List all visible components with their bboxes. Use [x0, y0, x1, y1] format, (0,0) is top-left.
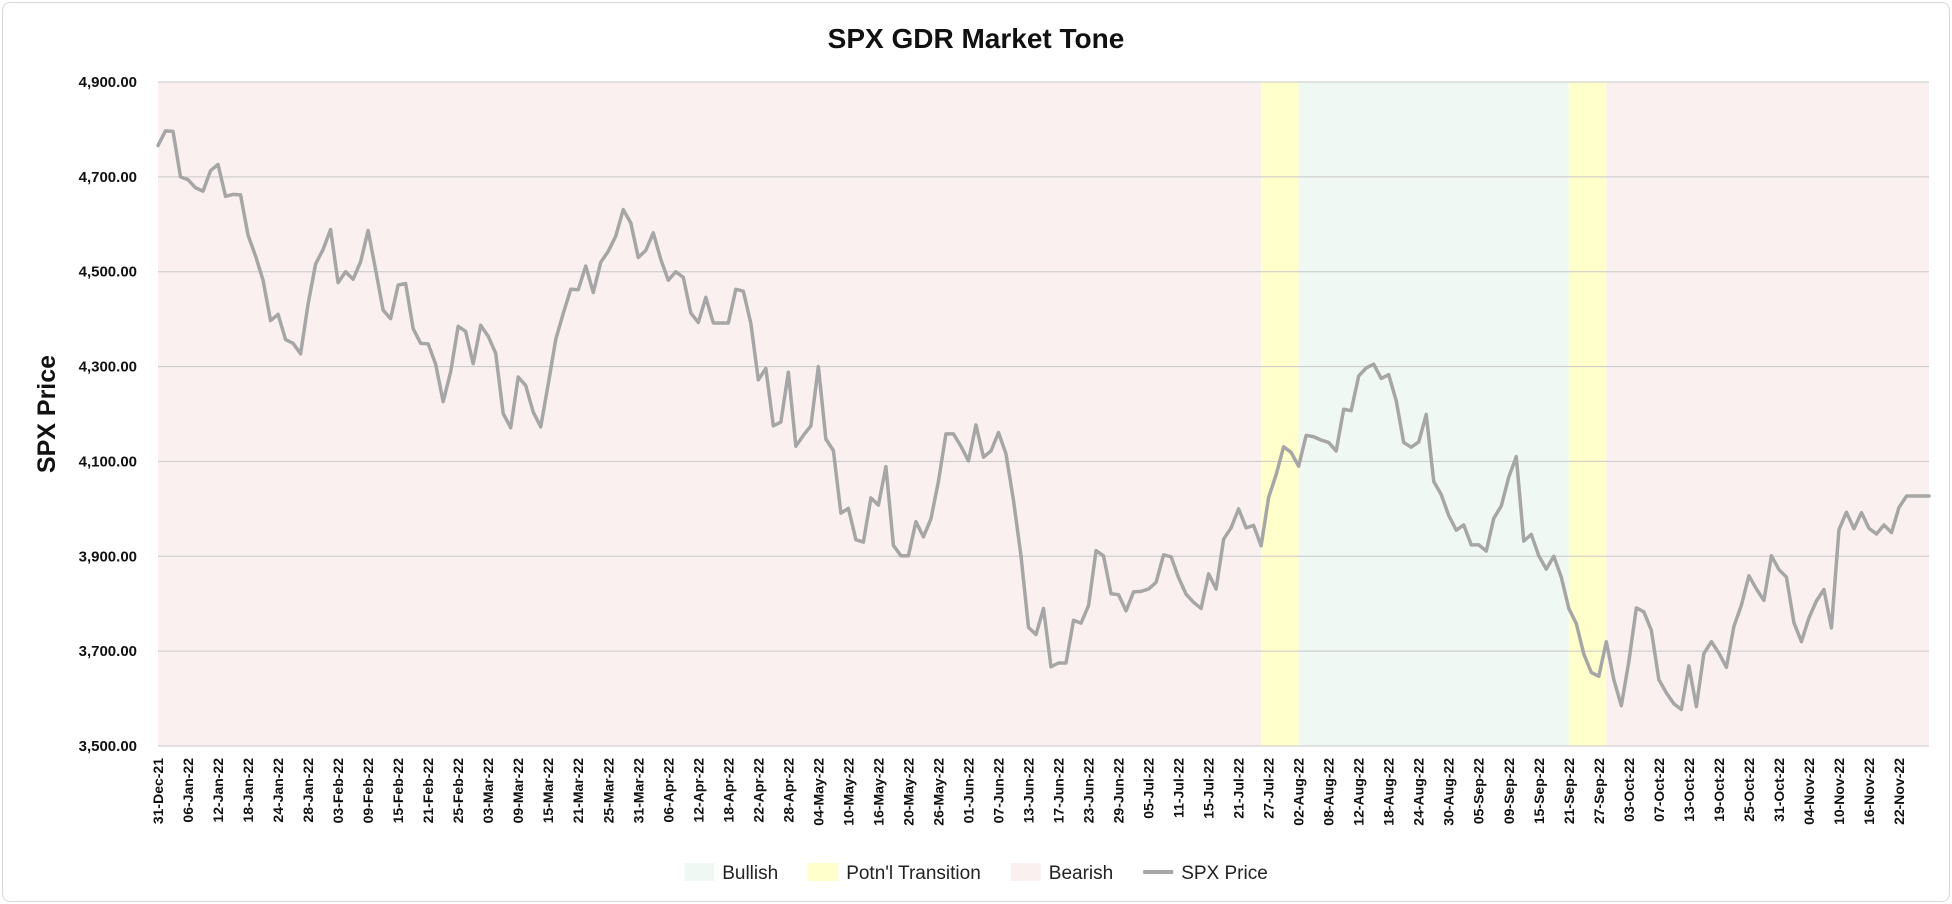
x-tick-label: 22-Nov-22	[1891, 758, 1907, 825]
x-tick-label: 04-May-22	[810, 758, 826, 826]
series-layer	[156, 129, 1931, 712]
y-tick-label: 3,500.00	[79, 738, 137, 755]
y-axis-ticks: 3,500.00 3,700.00 3,900.00 4,100.00 4,300.00…	[79, 74, 137, 755]
y-tick-label: 3,900.00	[79, 548, 137, 565]
x-tick-label: 08-Aug-22	[1321, 758, 1337, 826]
x-tick-label: 24-Aug-22	[1411, 758, 1427, 826]
chart-title: SPX GDR Market Tone	[828, 23, 1125, 54]
x-tick-label: 20-May-22	[900, 758, 916, 826]
x-tick-label: 25-Feb-22	[450, 758, 466, 824]
legend-swatch-bullish	[684, 863, 715, 881]
tone-bands	[158, 82, 1929, 746]
x-tick-label: 31-Mar-22	[630, 758, 646, 824]
x-tick-label: 27-Sep-22	[1591, 758, 1607, 824]
x-tick-label: 07-Jun-22	[990, 758, 1006, 824]
x-tick-label: 03-Feb-22	[330, 758, 346, 824]
x-tick-label: 24-Jan-22	[270, 758, 286, 823]
x-tick-label: 28-Apr-22	[780, 758, 796, 823]
x-tick-label: 12-Apr-22	[690, 758, 706, 823]
x-tick-label: 31-Oct-22	[1771, 758, 1787, 822]
legend-label-bullish: Bullish	[722, 863, 778, 884]
x-tick-label: 11-Jul-22	[1171, 758, 1187, 818]
x-tick-label: 13-Jun-22	[1020, 758, 1036, 824]
tone-band-bullish-2	[1298, 82, 1569, 746]
x-tick-label: 21-Sep-22	[1561, 758, 1577, 824]
x-tick-label: 22-Apr-22	[750, 758, 766, 823]
x-tick-label: 10-Nov-22	[1831, 758, 1847, 825]
x-tick-label: 16-May-22	[870, 758, 886, 826]
tone-band-bearish-4	[1606, 82, 1929, 746]
x-tick-label: 06-Apr-22	[660, 758, 676, 823]
legend-label-bearish: Bearish	[1049, 863, 1113, 884]
x-tick-label: 25-Oct-22	[1741, 758, 1757, 822]
x-axis-ticks: 31-Dec-21 06-Jan-22 12-Jan-22 18-Jan-22 24-J…	[150, 758, 1907, 826]
gridlines	[158, 81, 1929, 747]
x-tick-label: 07-Oct-22	[1651, 758, 1667, 822]
x-tick-label: 18-Apr-22	[720, 758, 736, 823]
y-tick-label: 4,100.00	[79, 453, 137, 470]
x-tick-label: 04-Nov-22	[1801, 758, 1817, 825]
y-tick-label: 3,700.00	[79, 643, 137, 660]
x-tick-label: 09-Mar-22	[510, 758, 526, 824]
x-tick-label: 09-Feb-22	[360, 758, 376, 824]
x-tick-label: 03-Oct-22	[1621, 758, 1637, 822]
legend-label-spx-price: SPX Price	[1181, 863, 1268, 884]
x-tick-label: 29-Jun-22	[1111, 758, 1127, 824]
x-tick-label: 09-Sep-22	[1501, 758, 1517, 824]
x-tick-label: 31-Dec-21	[150, 758, 166, 824]
x-tick-label: 17-Jun-22	[1051, 758, 1067, 824]
x-tick-label: 03-Mar-22	[480, 758, 496, 824]
legend: Bullish Potn'l Transition Bearish SPX Price	[684, 863, 1268, 884]
x-tick-label: 28-Jan-22	[300, 758, 316, 823]
spx-price-line	[156, 129, 1931, 712]
x-tick-label: 12-Jan-22	[210, 758, 226, 823]
x-tick-label: 01-Jun-22	[960, 758, 976, 824]
x-tick-label: 13-Oct-22	[1681, 758, 1697, 822]
x-tick-label: 12-Aug-22	[1351, 758, 1367, 826]
x-tick-label: 27-Jul-22	[1261, 758, 1277, 819]
x-tick-label: 30-Aug-22	[1441, 758, 1457, 826]
x-tick-label: 15-Feb-22	[390, 758, 406, 824]
x-tick-label: 21-Mar-22	[570, 758, 586, 824]
x-tick-label: 02-Aug-22	[1291, 758, 1307, 826]
x-tick-label: 18-Aug-22	[1381, 758, 1397, 826]
x-tick-label: 21-Feb-22	[420, 758, 436, 824]
x-tick-label: 10-May-22	[840, 758, 856, 826]
x-tick-label: 23-Jun-22	[1081, 758, 1097, 824]
y-tick-label: 4,500.00	[79, 264, 137, 281]
x-tick-label: 15-Sep-22	[1531, 758, 1547, 824]
x-tick-label: 25-Mar-22	[600, 758, 616, 824]
x-tick-label: 21-Jul-22	[1231, 758, 1247, 819]
tone-band-potn-l-transition-1	[1261, 82, 1299, 746]
x-tick-label: 15-Jul-22	[1201, 758, 1217, 819]
legend-swatch-bearish	[1010, 863, 1041, 881]
y-tick-label: 4,300.00	[79, 359, 137, 376]
y-axis-label: SPX Price	[33, 355, 61, 473]
x-tick-label: 26-May-22	[930, 758, 946, 826]
x-tick-label: 18-Jan-22	[240, 758, 256, 823]
x-tick-label: 05-Jul-22	[1141, 758, 1157, 819]
x-tick-label: 15-Mar-22	[540, 758, 556, 824]
y-tick-label: 4,900.00	[79, 74, 137, 91]
x-tick-label: 05-Sep-22	[1471, 758, 1487, 824]
tone-band-potn-l-transition-3	[1568, 82, 1607, 746]
x-tick-label: 19-Oct-22	[1711, 758, 1727, 822]
tone-band-bearish-0	[158, 82, 1262, 746]
y-tick-label: 4,700.00	[79, 169, 137, 186]
x-tick-label: 16-Nov-22	[1861, 758, 1877, 825]
x-tick-label: 06-Jan-22	[180, 758, 196, 823]
legend-swatch-potn-l-transition	[808, 863, 839, 881]
legend-label-potn-l-transition: Potn'l Transition	[846, 863, 981, 884]
